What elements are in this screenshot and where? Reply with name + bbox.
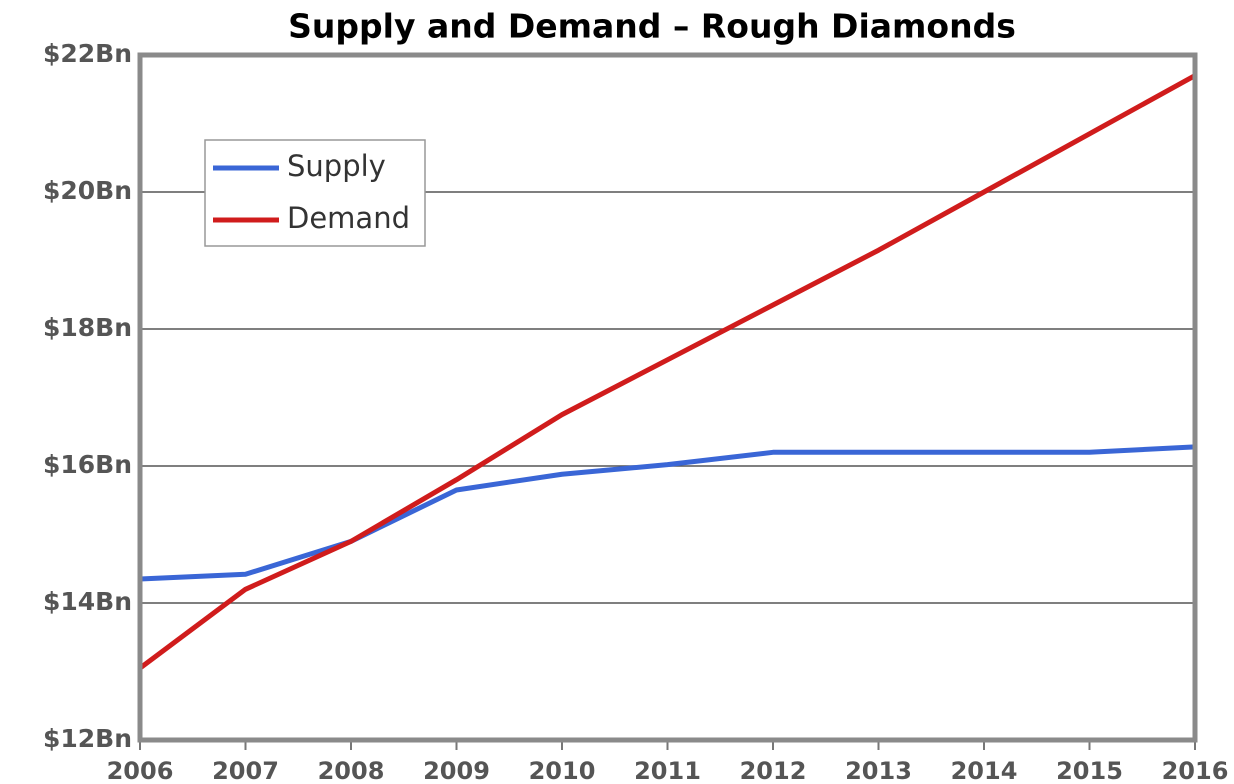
y-tick-label: $18Bn [43, 313, 132, 342]
series-line [139, 444, 1196, 582]
x-tick-label: 2011 [634, 757, 701, 784]
x-tick-label: 2010 [529, 757, 596, 784]
x-tick-label: 2007 [212, 757, 279, 784]
legend-label: Demand [287, 201, 410, 235]
x-tick-label: 2015 [1056, 757, 1123, 784]
y-tick-label: $14Bn [43, 587, 132, 616]
x-tick-label: 2014 [951, 757, 1018, 784]
x-tick-label: 2013 [845, 757, 912, 784]
legend-box [204, 139, 426, 247]
x-tick-label: 2006 [107, 757, 174, 784]
plot-frame [137, 52, 1198, 743]
x-tick-label: 2008 [318, 757, 385, 784]
legend-label: Supply [287, 149, 386, 183]
x-tick-label: 2016 [1162, 757, 1229, 784]
y-tick-label: $12Bn [43, 724, 132, 753]
y-tick-label: $20Bn [43, 176, 132, 205]
x-tick-label: 2009 [423, 757, 490, 784]
series-line [138, 73, 1197, 671]
y-tick-label: $16Bn [43, 450, 132, 479]
x-tick-label: 2012 [740, 757, 807, 784]
chart-title: Supply and Demand – Rough Diamonds [288, 7, 1016, 46]
y-tick-label: $22Bn [43, 39, 132, 68]
